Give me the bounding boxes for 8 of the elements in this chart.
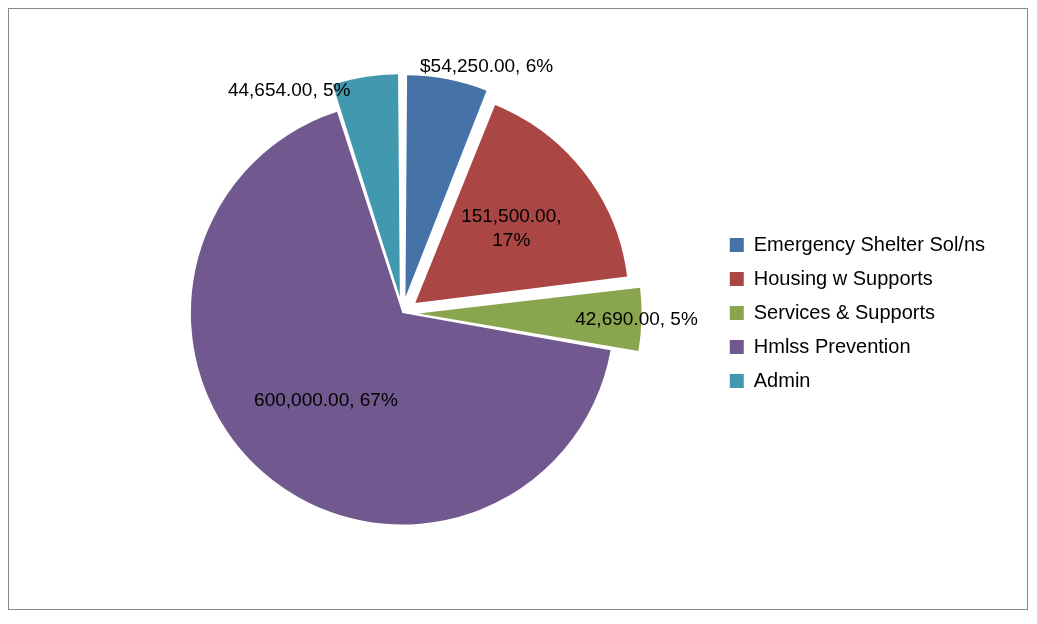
- data-label: 600,000.00, 67%: [254, 388, 398, 410]
- legend-label: Emergency Shelter Sol/ns: [753, 232, 986, 255]
- legend-label: Services & Supports: [753, 300, 935, 323]
- legend-label: Housing w Supports: [753, 266, 933, 289]
- legend-label: Admin: [753, 368, 811, 391]
- data-label: 151,500.00, 17%: [461, 205, 562, 251]
- data-label: $54,250.00, 6%: [420, 54, 554, 76]
- legend-label: Hmlss Prevention: [753, 334, 911, 357]
